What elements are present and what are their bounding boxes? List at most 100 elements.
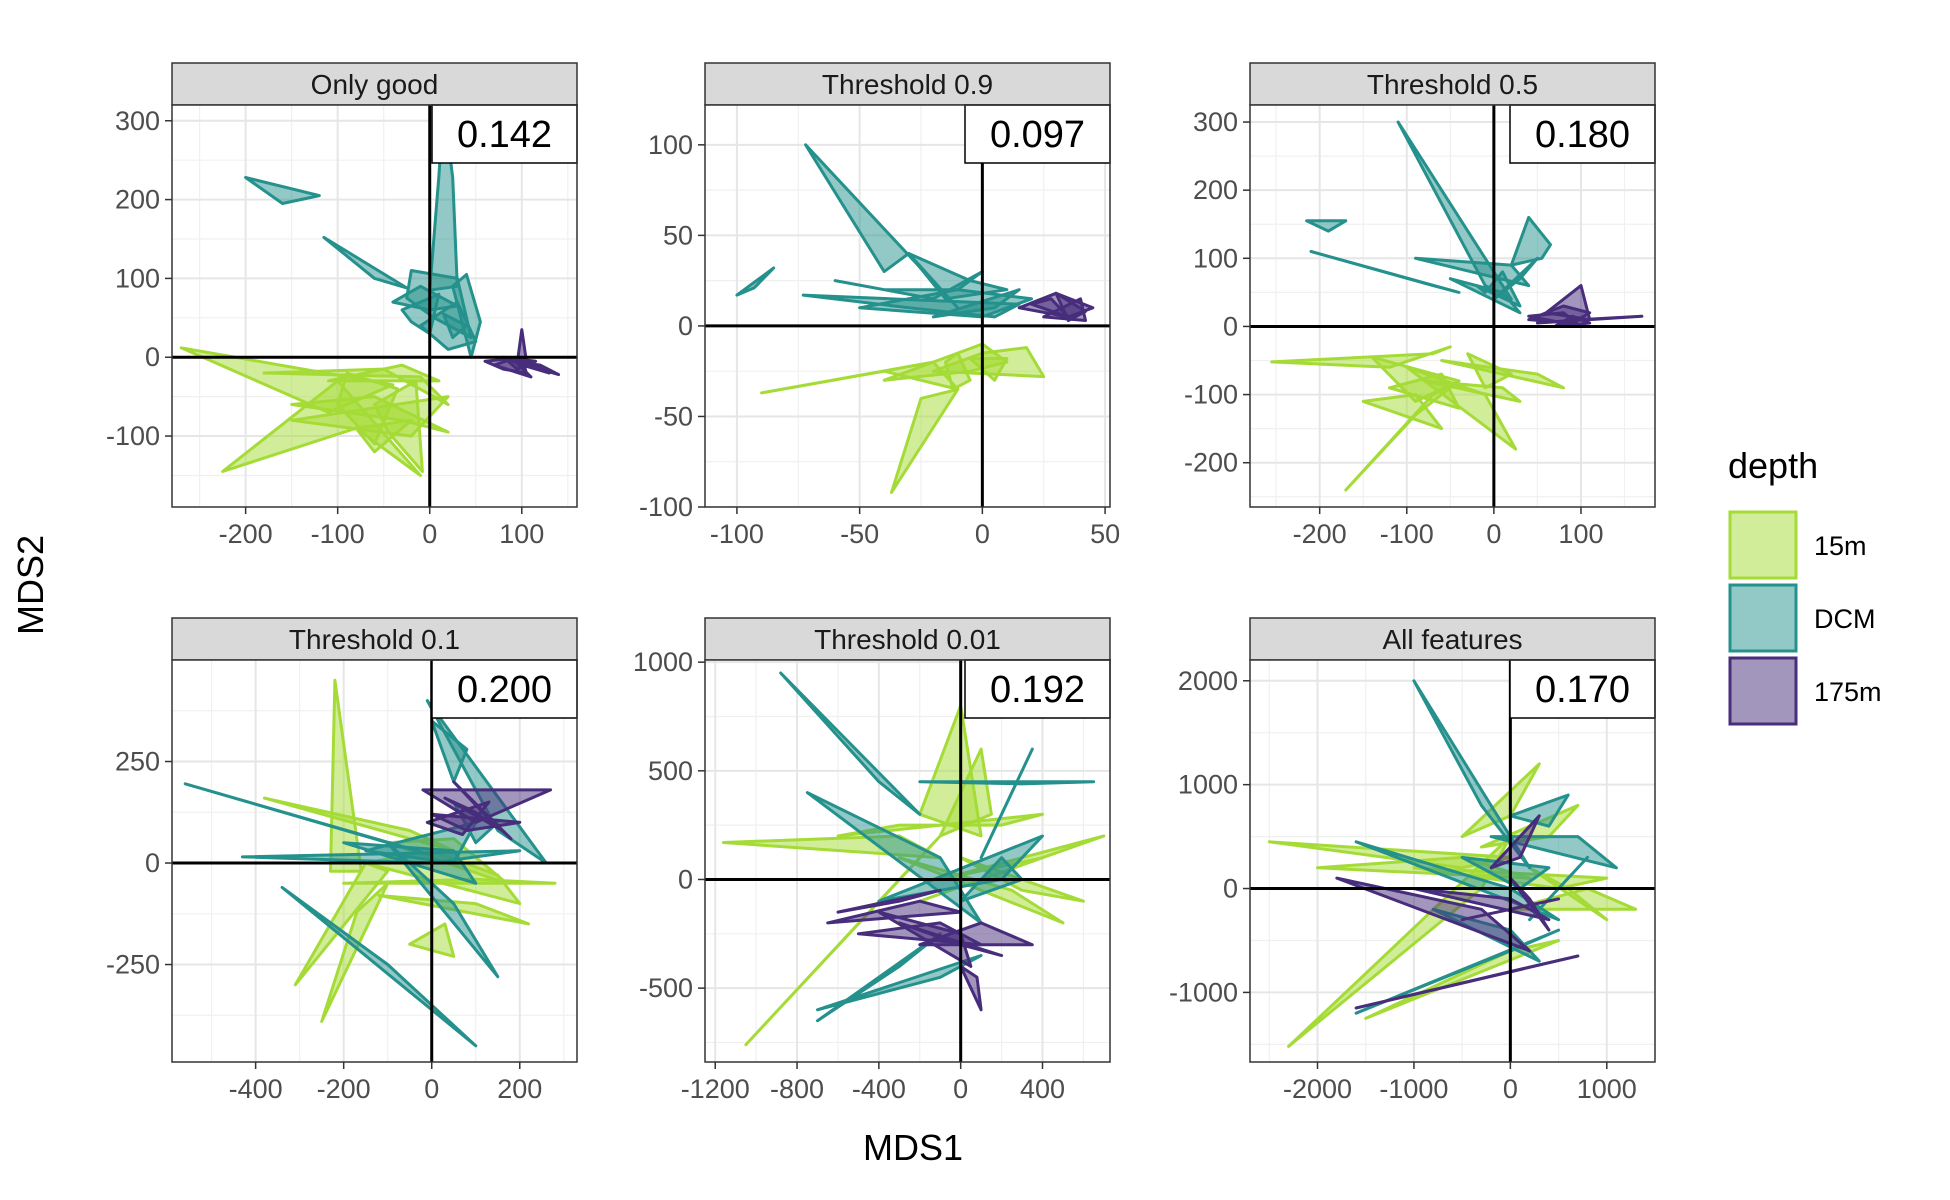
hull-polygon-175m bbox=[1489, 814, 1541, 870]
facet-title: Only good bbox=[311, 69, 439, 100]
stat-label: 0.192 bbox=[990, 669, 1085, 711]
y-tick-label: 0 bbox=[1223, 874, 1238, 904]
panel-border bbox=[704, 659, 1111, 1063]
hull-polygon-175m bbox=[1335, 876, 1532, 953]
facet-strip bbox=[1249, 617, 1656, 661]
x-tick-label: -200 bbox=[219, 519, 273, 549]
facet-strip bbox=[704, 617, 1111, 661]
y-tick-label: -200 bbox=[1184, 448, 1238, 478]
legend-entry-175m: 175m bbox=[1728, 656, 1882, 726]
y-tick-label: -250 bbox=[106, 950, 160, 980]
hull-polygon-15m bbox=[354, 418, 413, 454]
stat-label-box bbox=[964, 659, 1111, 719]
facet-title: Threshold 0.9 bbox=[822, 69, 993, 100]
hull-polygon-dcm bbox=[322, 235, 409, 290]
hull-polygon-dcm bbox=[1509, 215, 1552, 267]
y-tick-label: 0 bbox=[1223, 311, 1238, 341]
x-tick-label: -800 bbox=[770, 1074, 824, 1104]
stat-label: 0.170 bbox=[1535, 669, 1630, 711]
hull-polygon-175m bbox=[1527, 311, 1583, 328]
hull-polygon-15m bbox=[1466, 352, 1513, 390]
facet-title: All features bbox=[1382, 624, 1522, 655]
hull-polygon-dcm bbox=[1492, 256, 1539, 301]
x-tick-label: 100 bbox=[499, 519, 544, 549]
y-tick-label: 0 bbox=[145, 848, 160, 878]
hull-polygon-dcm bbox=[1354, 928, 1561, 1015]
hull-polygon-175m bbox=[897, 921, 1004, 957]
hull-polygon-dcm bbox=[979, 747, 1034, 860]
hull-polygon-175m bbox=[1412, 887, 1551, 922]
y-tick-label: -100 bbox=[1184, 380, 1238, 410]
x-tick-label: -100 bbox=[710, 519, 764, 549]
panel-border bbox=[704, 104, 1111, 508]
panel-border bbox=[171, 104, 578, 508]
hull-polygon-15m bbox=[1422, 379, 1522, 403]
hull-polygon-15m bbox=[327, 363, 441, 383]
y-tick-label: -100 bbox=[106, 421, 160, 451]
facet-panel-5: Threshold 0.01 0.192 -1200 -800 -400 0 400 -500… bbox=[633, 617, 1111, 1104]
panel-background bbox=[1250, 105, 1655, 507]
facet-panel-4: Threshold 0.1 0.200 -400 -200 0 200 -250 0 250 bbox=[106, 617, 578, 1104]
legend-entry-15m: 15m bbox=[1728, 510, 1867, 580]
hull-polygon-15m bbox=[1270, 345, 1452, 369]
y-tick-label: 1000 bbox=[633, 647, 693, 677]
y-tick-label: 2000 bbox=[1178, 666, 1238, 696]
stat-label-box bbox=[431, 659, 578, 719]
stat-label: 0.097 bbox=[990, 114, 1085, 156]
y-tick-label: 250 bbox=[115, 747, 160, 777]
hull-polygon-15m bbox=[1460, 762, 1541, 839]
facet-panel-2: Threshold 0.9 0.097 -100 -50 0 50 -100 -50 0 50 10… bbox=[639, 62, 1120, 549]
facet-title: Threshold 0.01 bbox=[814, 624, 1001, 655]
hull-polygon-175m bbox=[877, 910, 973, 968]
y-tick-label: 50 bbox=[663, 220, 693, 250]
x-tick-label: -1200 bbox=[681, 1074, 750, 1104]
hull-polygon-15m bbox=[1361, 393, 1444, 431]
x-tick-label: -400 bbox=[852, 1074, 906, 1104]
legend-entry-dcm: DCM bbox=[1728, 583, 1876, 653]
x-tick-label: -1000 bbox=[1379, 1074, 1448, 1104]
x-tick-label: 50 bbox=[1090, 519, 1120, 549]
legend-key bbox=[1728, 656, 1798, 726]
y-tick-label: -50 bbox=[654, 401, 693, 431]
hull-polygon-dcm bbox=[1508, 793, 1570, 828]
stat-label: 0.180 bbox=[1535, 114, 1630, 156]
hull-polygon-dcm bbox=[244, 176, 321, 205]
y-axis-title: MDS2 bbox=[10, 535, 51, 635]
y-tick-label: 0 bbox=[145, 342, 160, 372]
y-tick-label: 200 bbox=[115, 185, 160, 215]
x-tick-label: 0 bbox=[1503, 1074, 1518, 1104]
hull-polygon-dcm bbox=[735, 266, 776, 297]
stat-label: 0.142 bbox=[457, 114, 552, 156]
y-tick-label: 300 bbox=[1193, 107, 1238, 137]
hull-polygon-175m bbox=[836, 888, 942, 914]
facet-panel-1: Only good 0.142 -200 -100 0 100 -100 0 100 200 300 bbox=[106, 62, 578, 549]
x-tick-label: -50 bbox=[840, 519, 879, 549]
y-tick-label: 0 bbox=[678, 864, 693, 894]
panel-border bbox=[171, 659, 578, 1063]
hull-polygon-15m bbox=[944, 351, 972, 391]
y-tick-label: 500 bbox=[648, 756, 693, 786]
polygon-layer bbox=[1267, 679, 1638, 1048]
legend-label: 175m bbox=[1814, 677, 1882, 707]
x-tick-label: 0 bbox=[953, 1074, 968, 1104]
x-tick-label: 0 bbox=[1486, 519, 1501, 549]
x-tick-label: 0 bbox=[975, 519, 990, 549]
facet-strip bbox=[171, 62, 578, 106]
x-tick-label: -100 bbox=[1380, 519, 1434, 549]
y-tick-label: 1000 bbox=[1178, 770, 1238, 800]
polygon-layer bbox=[183, 678, 557, 1048]
x-tick-label: -200 bbox=[1293, 519, 1347, 549]
stat-label: 0.200 bbox=[457, 669, 552, 711]
hull-polygon-15m bbox=[221, 379, 422, 477]
polygon-layer bbox=[1270, 120, 1644, 492]
x-tick-label: -400 bbox=[229, 1074, 283, 1104]
y-tick-label: 0 bbox=[678, 311, 693, 341]
x-tick-label: 0 bbox=[424, 1074, 439, 1104]
y-tick-label: -500 bbox=[639, 973, 693, 1003]
hull-polygon-dcm bbox=[1309, 250, 1461, 294]
hull-polygon-175m bbox=[959, 964, 983, 1012]
facet-title: Threshold 0.5 bbox=[1367, 69, 1538, 100]
panel-border bbox=[1249, 659, 1656, 1063]
y-tick-label: -100 bbox=[639, 492, 693, 522]
hull-polygon-15m bbox=[890, 387, 960, 494]
